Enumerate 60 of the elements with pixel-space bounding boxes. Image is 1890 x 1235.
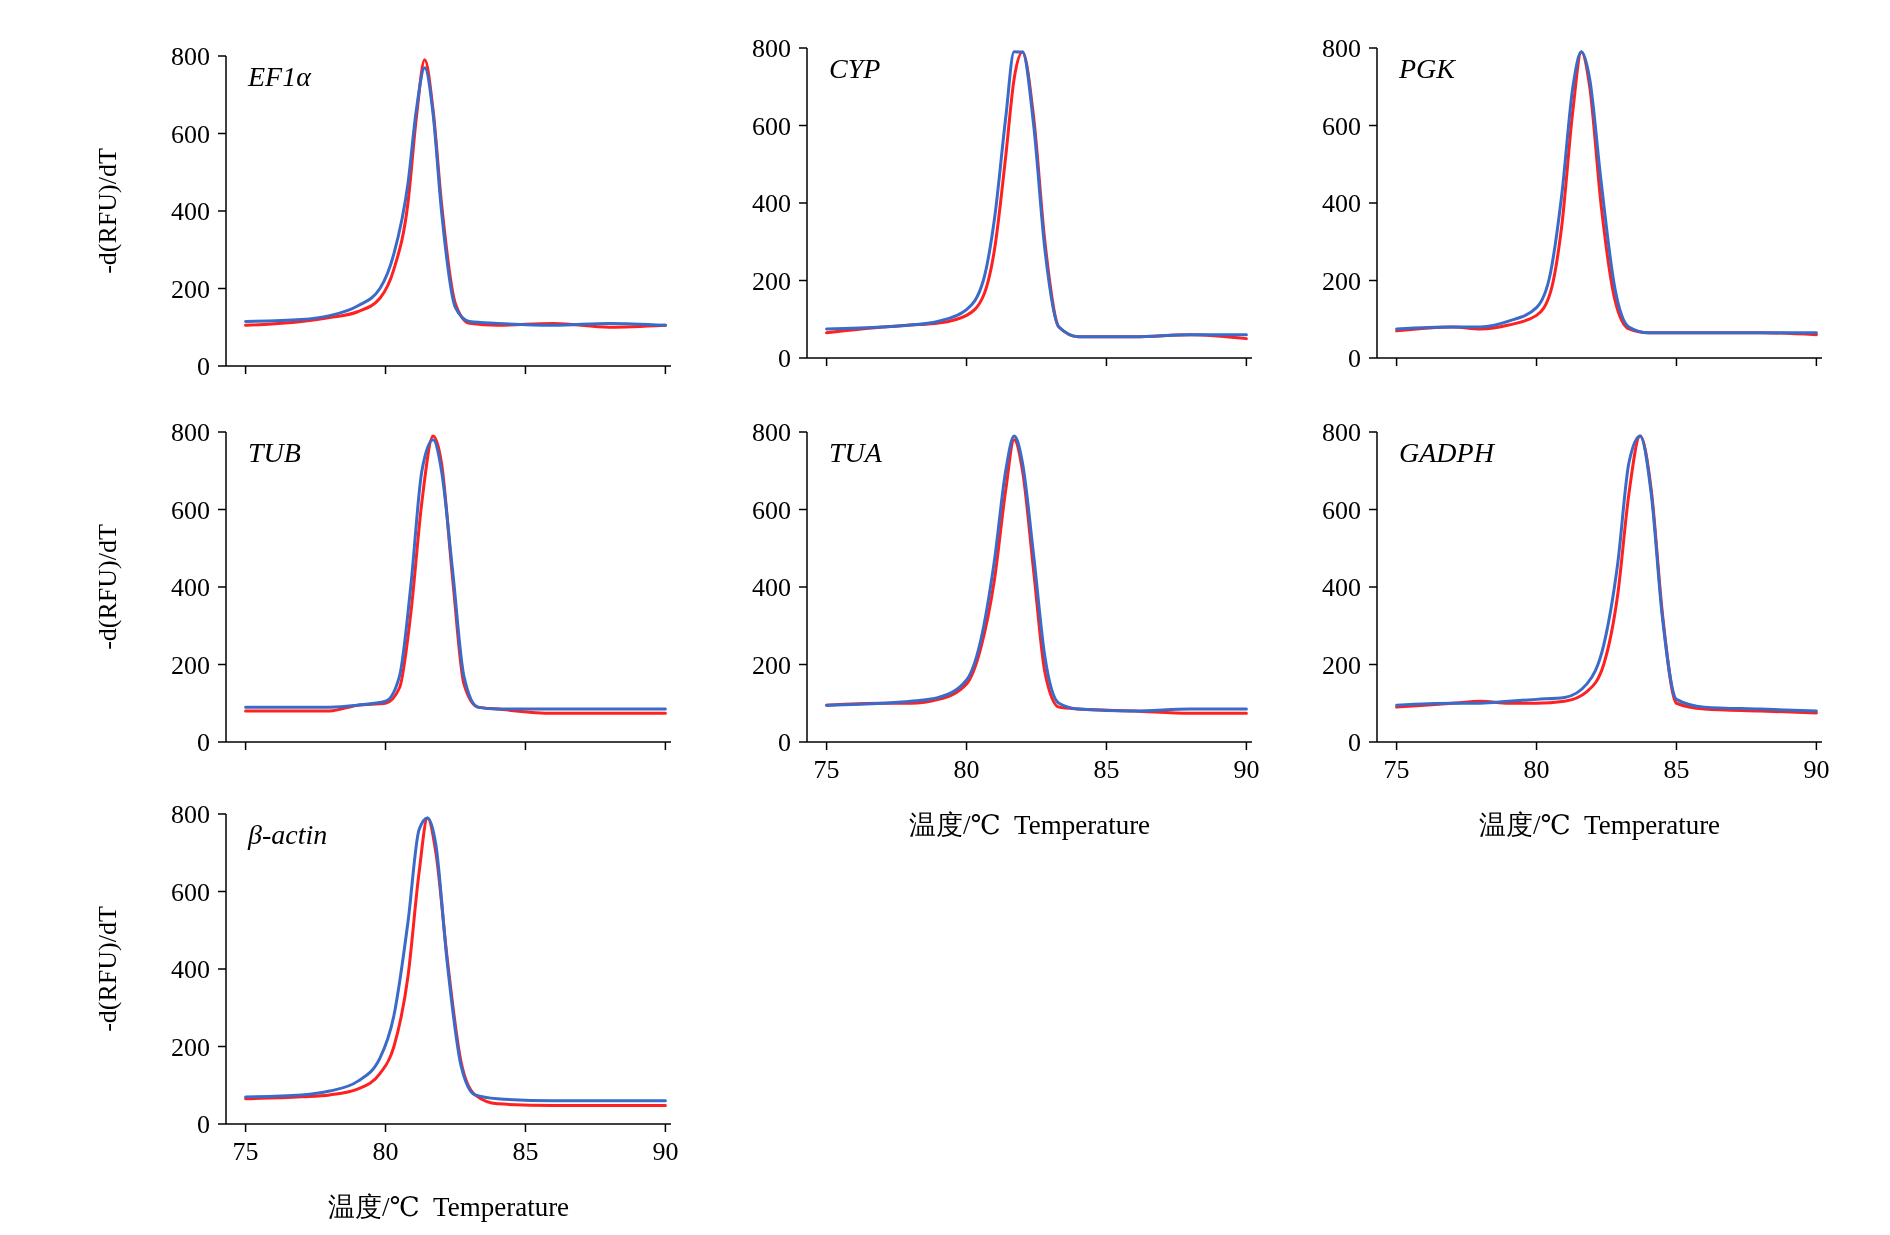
y-tick-label: 400: [752, 573, 791, 603]
y-tick-label: 600: [171, 877, 210, 907]
y-tick-label: 0: [1348, 344, 1361, 374]
y-tick-label: 200: [1322, 650, 1361, 680]
y-tick-label: 400: [1322, 573, 1361, 603]
chart-title: TUB: [248, 436, 301, 468]
x-tick-label: 85: [512, 1137, 539, 1166]
y-tick-label: 600: [171, 495, 210, 525]
y-tick-label: 800: [171, 800, 210, 830]
y-tick-label: 0: [778, 728, 791, 758]
y-tick-label: 400: [1322, 189, 1361, 219]
x-tick-label: 80: [953, 755, 980, 784]
x-tick-label: 80: [1523, 755, 1550, 784]
chart-title: EF1α: [247, 60, 313, 92]
y-tick-label: 600: [1322, 111, 1361, 141]
chart-title: CYP: [829, 52, 881, 84]
x-tick-label: 90: [1233, 755, 1260, 784]
y-tick-label: 200: [171, 274, 210, 304]
y-tick-label: 200: [171, 1032, 210, 1062]
y-tick-label: 800: [171, 42, 210, 72]
y-tick-label: 200: [752, 650, 791, 680]
chart-title: GADPH: [1399, 436, 1496, 468]
y-tick-label: 200: [752, 266, 791, 296]
y-tick-label: 800: [752, 418, 791, 448]
y-tick-label: 200: [171, 650, 210, 680]
x-tick-label: 75: [813, 755, 840, 784]
y-axis-title: -d(RFU)/dT: [93, 906, 122, 1032]
y-tick-label: 600: [752, 495, 791, 525]
y-tick-label: 600: [171, 119, 210, 149]
chart-title: TUA: [829, 436, 883, 468]
x-tick-label: 80: [372, 1137, 399, 1166]
x-tick-label: 85: [1093, 755, 1120, 784]
y-tick-label: 0: [197, 352, 210, 382]
y-tick-label: 0: [778, 344, 791, 374]
y-tick-label: 0: [197, 1110, 210, 1140]
y-tick-label: 800: [1322, 418, 1361, 448]
y-tick-label: 400: [171, 955, 210, 985]
x-tick-label: 90: [1803, 755, 1830, 784]
chart-title: PGK: [1398, 52, 1457, 84]
x-axis-title: 温度/℃ Temperature: [327, 1192, 570, 1222]
y-tick-label: 600: [1322, 495, 1361, 525]
chart-title: β-actin: [247, 818, 328, 850]
x-tick-label: 75: [232, 1137, 259, 1166]
x-axis-title: 温度/℃ Temperature: [1478, 810, 1721, 840]
x-tick-label: 85: [1663, 755, 1690, 784]
y-tick-label: 800: [752, 34, 791, 64]
y-tick-label: 200: [1322, 266, 1361, 296]
y-tick-label: 800: [171, 418, 210, 448]
y-tick-label: 0: [1348, 728, 1361, 758]
y-tick-label: 0: [197, 728, 210, 758]
y-tick-label: 800: [1322, 34, 1361, 64]
x-tick-label: 75: [1383, 755, 1410, 784]
y-tick-label: 400: [752, 189, 791, 219]
y-tick-label: 400: [171, 197, 210, 227]
y-axis-title: -d(RFU)/dT: [93, 524, 122, 650]
x-tick-label: 90: [652, 1137, 679, 1166]
y-tick-label: 400: [171, 573, 210, 603]
y-axis-title: -d(RFU)/dT: [93, 148, 122, 274]
y-tick-label: 600: [752, 111, 791, 141]
x-axis-title: 温度/℃ Temperature: [908, 810, 1151, 840]
